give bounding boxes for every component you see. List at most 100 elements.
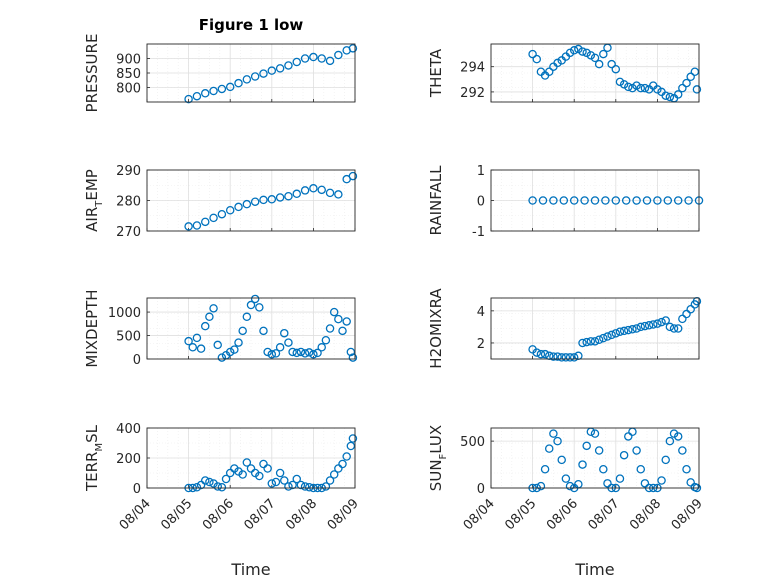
x-tick-label: 08/07 [242, 496, 279, 533]
y-label-subscript: M [94, 443, 105, 452]
data-point [653, 319, 662, 328]
y-label-main: SUN [427, 459, 445, 491]
data-point [217, 84, 227, 94]
x-tick-label: 08/08 [283, 496, 320, 533]
y-tick-label: 1000 [108, 306, 141, 321]
data-point [578, 338, 587, 348]
data-point [348, 434, 358, 443]
x-tick-label: 08/04 [461, 496, 498, 533]
data-point [628, 427, 637, 436]
data-point [661, 91, 670, 100]
data-point [184, 222, 193, 231]
data-point [338, 326, 347, 336]
data-point [532, 348, 542, 357]
data-point [642, 196, 652, 205]
data-point [565, 48, 575, 58]
data-point [594, 446, 604, 455]
data-point [280, 476, 289, 485]
axes-box [146, 427, 356, 489]
data-point [284, 482, 293, 491]
data-point [536, 481, 546, 491]
data-point [615, 474, 625, 483]
data-point [692, 85, 702, 94]
data-point [255, 471, 264, 481]
subplot-3: 270 280 290 AIRTEMP [83, 164, 358, 240]
data-point [192, 482, 202, 492]
x-tick-label: 08/05 [502, 496, 539, 533]
subplot-4: -1 0 1 RAINFALL [427, 164, 704, 240]
data-point [259, 195, 268, 205]
data-point [271, 349, 281, 358]
data-point [549, 352, 558, 361]
subplot-6: 2 4 H2OMIXRA [427, 288, 702, 369]
data-point [574, 44, 583, 54]
y-label-rest: SL [83, 424, 101, 443]
data-point [184, 94, 193, 104]
data-point [678, 314, 687, 324]
data-point [690, 67, 700, 76]
data-point [325, 324, 335, 333]
x-axis-label-right: Time [574, 560, 614, 579]
data-point [549, 196, 558, 205]
y-tick-label: 500 [116, 330, 141, 345]
data-point [686, 304, 695, 314]
data-point [632, 324, 641, 333]
axes-box [146, 169, 356, 232]
data-point [234, 78, 243, 88]
data-point [632, 81, 641, 90]
data-point [611, 196, 621, 205]
data-point [594, 335, 604, 344]
data-point [348, 44, 358, 53]
data-point [586, 337, 596, 346]
axes-box [490, 43, 700, 103]
axes-box [146, 297, 356, 360]
axes-box [490, 427, 700, 489]
y-tick-label: 292 [460, 86, 485, 101]
data-point [663, 196, 673, 205]
data-point [275, 343, 285, 352]
data-point [246, 300, 256, 310]
data-point [673, 90, 683, 99]
subplot-7: 0 200 400 TERRMSL 08/04 08/05 08/06 08/07 08/08 0… [83, 422, 362, 533]
data-point [644, 321, 654, 330]
data-point [242, 312, 252, 322]
data-point [611, 64, 621, 74]
data-point [544, 444, 554, 453]
data-point [599, 49, 608, 59]
data-point [221, 474, 231, 484]
data-point [678, 83, 687, 93]
y-label-main: RAINFALL [427, 165, 445, 236]
data-point [553, 58, 562, 68]
y-tick-label: 0 [133, 482, 141, 497]
data-point [348, 353, 358, 362]
data-point [200, 321, 210, 331]
x-axis-label-left: Time [230, 560, 270, 579]
y-tick-label: 0 [133, 353, 141, 368]
x-tick-label: 08/06 [200, 496, 237, 533]
data-point [603, 332, 612, 341]
data-point [267, 350, 277, 359]
data-point [275, 64, 285, 73]
data-point [284, 338, 293, 347]
data-point [188, 343, 198, 352]
y-tick-label: 294 [460, 61, 485, 76]
y-tick-label: 280 [116, 195, 141, 210]
data-point [561, 474, 571, 483]
data-point [267, 479, 277, 488]
y-tick-label: 2 [477, 337, 485, 352]
y-tick-label: 4 [477, 305, 485, 320]
data-point [300, 349, 310, 358]
data-point [255, 303, 264, 312]
data-point [682, 309, 691, 319]
data-point [621, 196, 631, 205]
data-point [590, 53, 600, 63]
data-point [528, 196, 537, 205]
data-point [528, 49, 537, 59]
axes-box [146, 43, 356, 103]
data-point [657, 317, 666, 327]
data-point [317, 343, 326, 352]
data-point [686, 478, 695, 487]
data-point [242, 75, 252, 84]
y-label-main: TERR [83, 452, 101, 493]
